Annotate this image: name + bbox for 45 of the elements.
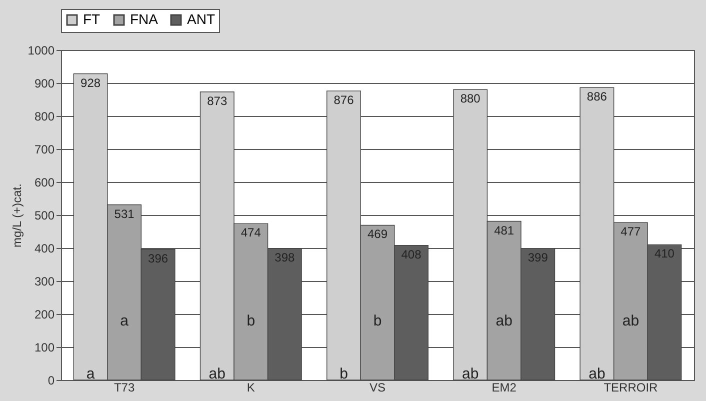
x-tick-label: TERROIR <box>604 380 658 394</box>
y-axis-title: mg/L (+)cat. <box>10 184 24 248</box>
data-label: 531 <box>114 206 135 221</box>
y-tick-label: 1000 <box>28 44 55 58</box>
data-label: 477 <box>620 224 642 239</box>
data-label: 399 <box>528 250 548 264</box>
data-label: 396 <box>148 251 168 266</box>
annotation: ab <box>462 365 479 382</box>
data-label: 408 <box>401 247 422 262</box>
annotation: b <box>373 312 382 330</box>
y-tick-label: 900 <box>34 76 55 90</box>
data-label: 880 <box>460 92 481 106</box>
data-label: 876 <box>334 92 354 107</box>
y-tick-label: 0 <box>48 374 55 388</box>
x-tick-label: T73 <box>114 380 135 394</box>
y-tick-label: 200 <box>34 308 55 322</box>
annotation: ab <box>588 365 606 382</box>
annotation: b <box>246 312 256 330</box>
annotation: ab <box>496 312 512 330</box>
y-tick-label: 500 <box>34 208 55 222</box>
data-label: 928 <box>80 76 101 90</box>
annotation: b <box>340 365 348 382</box>
data-label: 886 <box>586 90 608 104</box>
annotation: a <box>120 312 130 330</box>
y-tick-label: 100 <box>34 340 55 354</box>
data-label: 410 <box>654 246 675 261</box>
legend-label: ANT <box>187 11 216 27</box>
data-label: 398 <box>274 250 295 265</box>
y-tick-label: 300 <box>34 274 55 288</box>
x-tick-label: K <box>246 380 255 394</box>
x-tick-label: VS <box>369 380 386 394</box>
annotation: ab <box>622 312 640 330</box>
annotation: a <box>86 365 96 382</box>
annotation: ab <box>208 365 226 382</box>
data-label: 469 <box>367 227 388 242</box>
y-tick-label: 700 <box>34 142 55 156</box>
data-label: 873 <box>207 94 228 108</box>
x-tick-label: EM2 <box>492 380 517 394</box>
data-label: 474 <box>240 226 262 240</box>
data-label: 481 <box>494 223 514 238</box>
y-tick-label: 600 <box>34 176 55 190</box>
y-tick-label: 800 <box>34 110 55 124</box>
y-tick-label: 400 <box>34 242 55 256</box>
legend-label: FT <box>83 11 101 27</box>
legend-label: FNA <box>130 11 159 27</box>
